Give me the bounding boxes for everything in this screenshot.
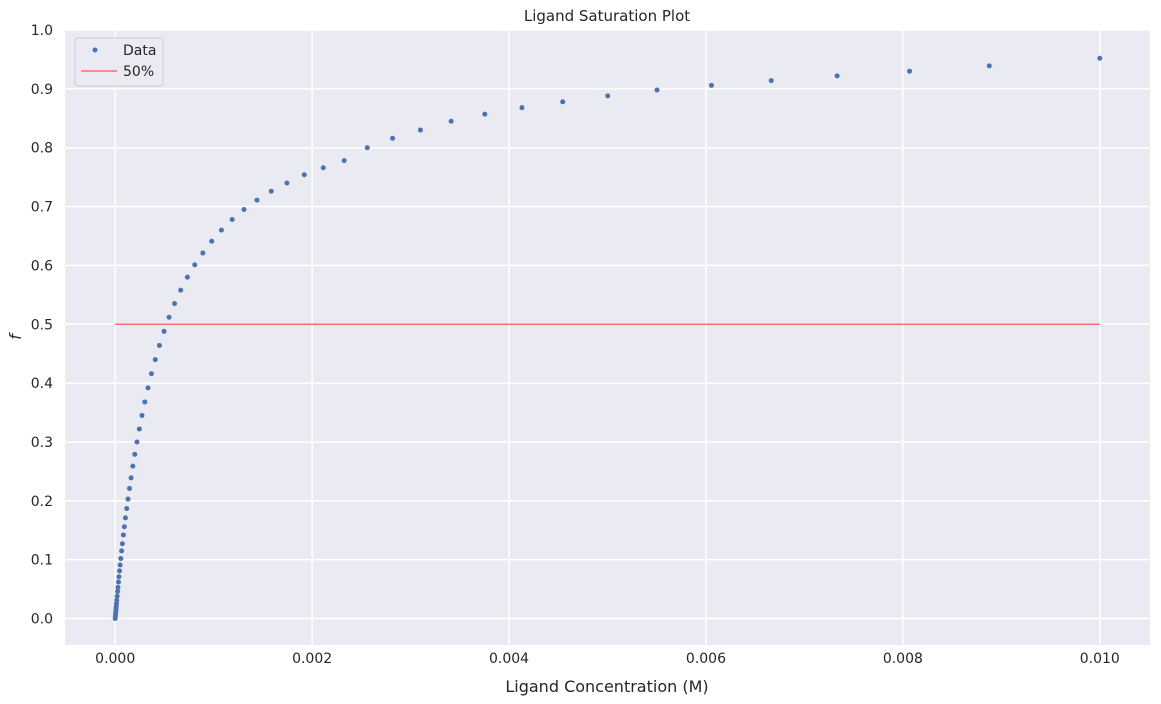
data-point xyxy=(122,515,128,521)
data-point xyxy=(128,475,134,481)
data-point xyxy=(341,158,347,164)
legend-label-data: Data xyxy=(123,43,156,59)
data-point xyxy=(117,562,123,568)
y-tick-label: 0.6 xyxy=(31,258,53,274)
plot-background xyxy=(65,30,1150,645)
data-point xyxy=(192,262,198,268)
data-point xyxy=(130,463,136,469)
data-point xyxy=(301,172,307,178)
x-tick-label: 0.000 xyxy=(95,651,135,667)
data-point xyxy=(605,93,611,99)
y-tick-label: 0.9 xyxy=(31,82,53,98)
x-tick-label: 0.006 xyxy=(686,651,726,667)
x-tick-label: 0.004 xyxy=(489,651,529,667)
data-point xyxy=(125,496,131,502)
data-point xyxy=(768,78,774,84)
x-axis-ticks: 0.000 0.002 0.004 0.006 0.008 0.010 xyxy=(95,651,1120,667)
data-point xyxy=(132,451,138,457)
data-point xyxy=(708,82,714,88)
data-point xyxy=(448,118,454,124)
y-tick-label: 0.3 xyxy=(31,435,53,451)
y-tick-label: 0.5 xyxy=(31,317,53,333)
data-point xyxy=(116,574,122,580)
data-point xyxy=(229,217,235,223)
data-point xyxy=(209,238,215,244)
data-point xyxy=(156,342,162,348)
data-point xyxy=(907,68,913,74)
data-point xyxy=(134,439,140,445)
data-point xyxy=(254,197,260,203)
data-point xyxy=(482,111,488,117)
data-point xyxy=(519,105,525,111)
data-point xyxy=(654,87,660,93)
data-point xyxy=(1097,55,1103,61)
y-tick-label: 0.0 xyxy=(31,612,53,628)
data-point xyxy=(124,505,130,511)
y-axis-ticks: 0.0 0.1 0.2 0.3 0.4 0.5 0.6 0.7 0.8 0.9 1.0 xyxy=(31,23,53,628)
x-axis-title: Ligand Concentration (M) xyxy=(505,677,708,696)
data-point xyxy=(364,145,370,151)
legend-label-50-percent: 50% xyxy=(123,64,154,80)
data-point xyxy=(417,127,423,133)
data-point xyxy=(126,485,132,491)
data-point xyxy=(241,206,247,212)
y-tick-label: 1.0 xyxy=(31,23,53,39)
data-point xyxy=(119,541,125,547)
data-point xyxy=(166,314,172,320)
data-point xyxy=(121,524,127,530)
y-tick-label: 0.2 xyxy=(31,494,53,510)
data-point xyxy=(148,371,154,377)
data-point xyxy=(118,555,124,561)
data-point xyxy=(152,357,158,363)
x-tick-label: 0.002 xyxy=(292,651,332,667)
y-tick-label: 0.1 xyxy=(31,553,53,569)
y-axis-title: f xyxy=(6,332,25,340)
y-tick-label: 0.8 xyxy=(31,141,53,157)
data-point xyxy=(115,588,121,594)
data-point xyxy=(284,180,290,186)
data-point xyxy=(218,227,224,233)
data-point xyxy=(115,579,121,585)
data-point xyxy=(139,412,145,418)
data-point xyxy=(200,250,206,256)
data-point xyxy=(560,99,566,105)
data-point xyxy=(178,287,184,293)
chart-title: Ligand Saturation Plot xyxy=(524,7,690,25)
data-point xyxy=(114,597,120,603)
x-tick-label: 0.008 xyxy=(883,651,923,667)
legend-marker-data xyxy=(92,47,98,53)
x-tick-label: 0.010 xyxy=(1080,651,1120,667)
data-point xyxy=(834,73,840,79)
data-point xyxy=(161,328,167,334)
data-point xyxy=(115,584,121,590)
data-point xyxy=(320,165,326,171)
data-point xyxy=(268,188,274,194)
data-point xyxy=(390,135,396,141)
data-point xyxy=(145,385,151,391)
data-point xyxy=(142,399,148,405)
data-point xyxy=(986,63,992,69)
data-point xyxy=(172,301,178,307)
data-point xyxy=(136,426,142,432)
data-point xyxy=(120,532,126,538)
legend: Data 50% xyxy=(74,37,164,87)
data-point xyxy=(114,593,120,599)
data-point xyxy=(117,568,123,574)
y-tick-label: 0.7 xyxy=(31,200,53,216)
y-tick-label: 0.4 xyxy=(31,376,53,392)
data-point xyxy=(184,274,190,280)
data-points xyxy=(112,55,1103,622)
data-point xyxy=(119,548,125,554)
